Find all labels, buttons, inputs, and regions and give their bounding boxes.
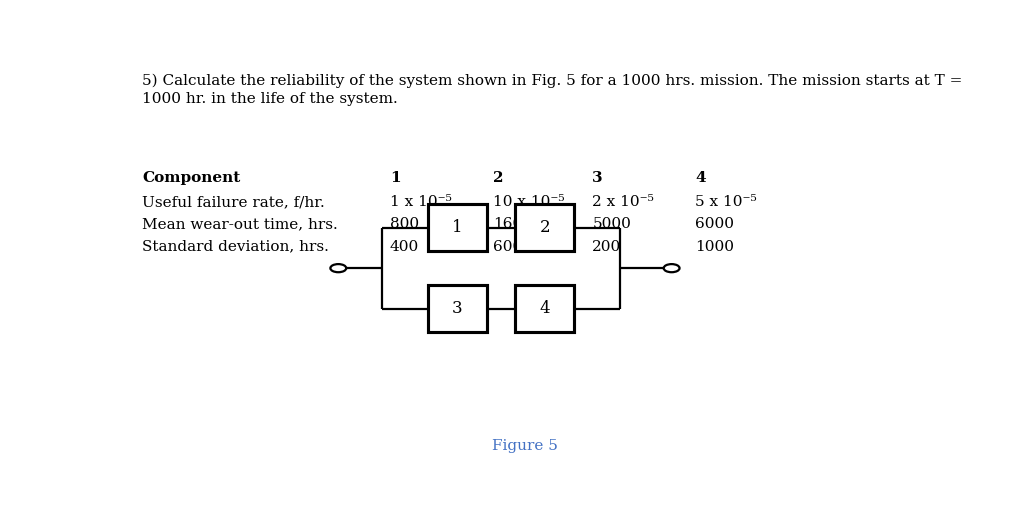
Bar <box>428 286 487 332</box>
Bar <box>515 286 574 332</box>
Text: Component: Component <box>142 171 241 185</box>
Text: 3: 3 <box>452 300 463 317</box>
Text: 4: 4 <box>695 171 707 185</box>
Text: 400: 400 <box>390 240 419 254</box>
Text: 3: 3 <box>592 171 603 185</box>
Text: 200: 200 <box>592 240 622 254</box>
Text: 600: 600 <box>494 240 522 254</box>
Text: 2: 2 <box>540 219 550 236</box>
Text: 2: 2 <box>494 171 504 185</box>
Text: 4: 4 <box>540 300 550 317</box>
Text: 10 x 10⁻⁵: 10 x 10⁻⁵ <box>494 195 564 209</box>
Text: 2 x 10⁻⁵: 2 x 10⁻⁵ <box>592 195 654 209</box>
Bar <box>428 204 487 251</box>
Text: 6000: 6000 <box>695 218 734 231</box>
Text: Mean wear-out time, hrs.: Mean wear-out time, hrs. <box>142 218 338 231</box>
Text: 1: 1 <box>390 171 400 185</box>
Text: Figure 5: Figure 5 <box>492 438 558 453</box>
Text: 1 x 10⁻⁵: 1 x 10⁻⁵ <box>390 195 452 209</box>
Text: 5) Calculate the reliability of the system shown in Fig. 5 for a 1000 hrs. missi: 5) Calculate the reliability of the syst… <box>142 73 963 106</box>
Text: 800: 800 <box>390 218 419 231</box>
Text: 5000: 5000 <box>592 218 631 231</box>
Text: 5 x 10⁻⁵: 5 x 10⁻⁵ <box>695 195 757 209</box>
Text: 1: 1 <box>452 219 463 236</box>
Text: 1000: 1000 <box>695 240 734 254</box>
Text: Useful failure rate, f/hr.: Useful failure rate, f/hr. <box>142 195 325 209</box>
Text: 1600: 1600 <box>494 218 532 231</box>
Text: Standard deviation, hrs.: Standard deviation, hrs. <box>142 240 329 254</box>
Bar <box>515 204 574 251</box>
